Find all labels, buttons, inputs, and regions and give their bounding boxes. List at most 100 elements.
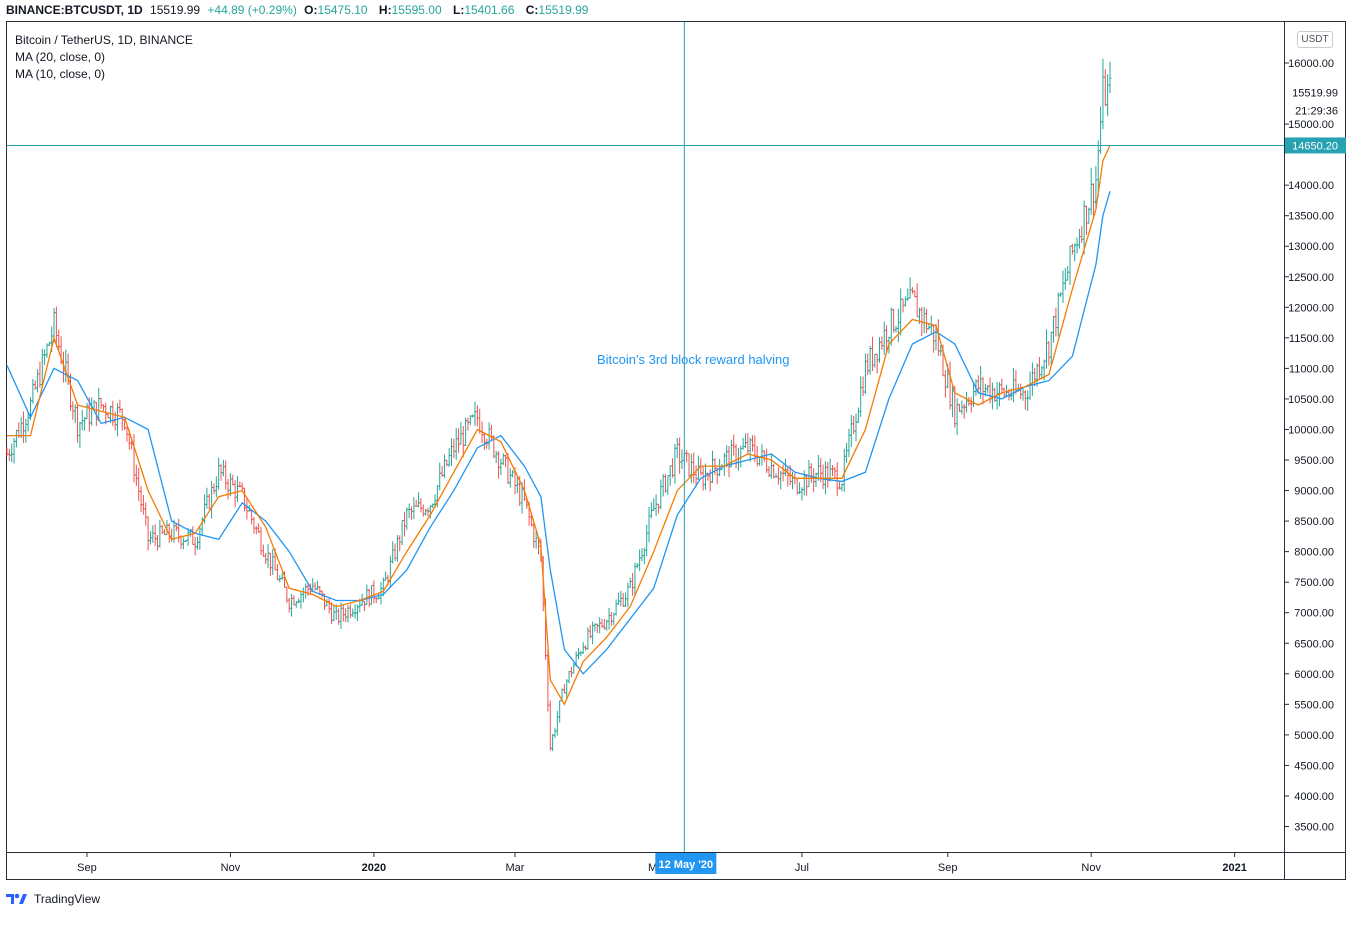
ohlc-bar: [626, 582, 630, 608]
ohlc-bar: [261, 544, 265, 557]
ohlc-bar: [631, 572, 635, 596]
ohlc-bar: [36, 369, 40, 393]
legend-ma10[interactable]: MA (10, close, 0): [15, 67, 106, 81]
ohlc-bar: [266, 543, 270, 569]
ohlc-bar: [661, 474, 665, 497]
last-price: 15519.99: [150, 3, 201, 17]
ohlc-bar: [830, 465, 834, 477]
ohlc-bar: [675, 438, 679, 459]
time-tick-label: 2020: [362, 862, 386, 874]
ohlc-bar: [1089, 167, 1093, 215]
ohlc-bar: [833, 467, 837, 480]
time-tick-label: Nov: [1081, 862, 1101, 874]
ohlc-bar: [666, 475, 670, 495]
ohlc-bar: [673, 444, 677, 484]
ohlc-bar: [76, 403, 80, 443]
price-tick-label: 8500.00: [1294, 516, 1334, 528]
ohlc-bar: [1023, 390, 1027, 410]
ohlc-bar: [221, 459, 225, 477]
ohlc-bar: [882, 321, 886, 355]
ohlc-bar: [224, 460, 228, 490]
ohlc-bar: [743, 433, 747, 449]
open-value: 15475.10: [317, 3, 368, 17]
ohlc-bar: [146, 516, 150, 551]
ohlc-bar: [398, 535, 402, 552]
ohlc-bar: [391, 541, 395, 564]
halving-annotation[interactable]: Bitcoin's 3rd block reward halving: [597, 352, 790, 367]
ohlc-bar: [304, 583, 308, 599]
ohlc-bar: [207, 494, 211, 510]
ohlc-bar: [866, 353, 870, 375]
ohlc-bar: [581, 642, 585, 654]
ohlc-bar: [748, 437, 752, 462]
ohlc-bar: [405, 507, 409, 530]
ohlc-bar: [727, 445, 731, 478]
bar-countdown-label: 21:29:36: [1295, 105, 1338, 117]
ohlc-bar: [711, 450, 715, 483]
ohlc-bar: [896, 308, 900, 343]
crosshair-date-tag: [655, 853, 717, 874]
price-axis[interactable]: 3500.00 4000.00 4500.00 5000.00 5500.00 6000.…: [1284, 58, 1334, 834]
price-tick-label: 11500.00: [1289, 333, 1334, 345]
ohlc-bar: [878, 337, 882, 363]
price-tick-label: 10500.00: [1288, 394, 1334, 406]
ohlc-bar: [1052, 315, 1056, 343]
brand-label[interactable]: TradingView: [34, 892, 101, 906]
ohlc-bar: [562, 684, 566, 694]
ohlc-bar: [137, 467, 141, 502]
ohlc-bar: [10, 443, 14, 463]
tradingview-logo-icon: [6, 893, 27, 904]
ohlc-bar: [1059, 292, 1063, 297]
ohlc-bar: [1077, 228, 1081, 249]
ohlc-bar: [751, 435, 755, 452]
crosshair-date-label: 12 May '20: [659, 859, 714, 871]
ohlc-bar: [758, 456, 762, 466]
ohlc-bar: [1070, 243, 1074, 255]
ohlc-bar: [33, 380, 37, 390]
ohlc-bar: [609, 611, 613, 626]
price-tick-label: 13000.00: [1288, 241, 1334, 253]
ohlc-bar: [212, 483, 216, 495]
ohlc-bar: [372, 580, 376, 604]
ohlc-bar: [339, 602, 343, 629]
ohlc-bar: [863, 353, 867, 394]
legend-ma20[interactable]: MA (20, close, 0): [15, 50, 106, 64]
ohlc-bar: [475, 405, 479, 427]
ohlc-bar: [769, 454, 773, 479]
ohlc-bar: [424, 508, 428, 516]
ohlc-bar: [348, 604, 352, 619]
price-bars: [5, 58, 1112, 751]
ohlc-bar: [689, 453, 693, 484]
price-tick-label: 12500.00: [1288, 272, 1334, 284]
ohlc-bar: [835, 462, 839, 497]
ohlc-bar: [134, 464, 138, 486]
ohlc-bar: [315, 580, 319, 591]
price-chart[interactable]: 3500.00 4000.00 4500.00 5000.00 5500.00 6000.…: [0, 20, 1353, 882]
ohlc-bar: [558, 700, 562, 723]
ohlc-bar: [640, 548, 644, 562]
price-tick-label: 6000.00: [1294, 669, 1334, 681]
ohlc-bar: [1066, 266, 1070, 281]
ohlc-bar: [337, 608, 341, 625]
ohlc-bar: [235, 476, 239, 503]
ohlc-bar: [101, 404, 105, 412]
ohlc-bar: [1019, 383, 1023, 400]
symbol-label[interactable]: BINANCE:BTCUSDT, 1D: [6, 3, 143, 17]
ohlc-bar: [181, 537, 185, 550]
crosshair-price-tag: [1285, 137, 1346, 154]
ohlc-bar: [287, 597, 291, 613]
ohlc-bar: [913, 290, 917, 298]
ohlc-bar: [195, 536, 199, 550]
ohlc-bar: [1080, 226, 1084, 243]
price-tick-label: 14000.00: [1288, 180, 1334, 192]
currency-button[interactable]: USDT: [1297, 31, 1333, 48]
ohlc-bar: [233, 480, 237, 508]
ohlc-bar: [341, 604, 345, 622]
ohlc-bar: [459, 421, 463, 445]
ohlc-bar: [104, 402, 108, 425]
ohlc-bar: [264, 552, 268, 564]
ohlc-bar: [231, 474, 235, 486]
ohlc-bar: [1056, 292, 1060, 337]
ohlc-bar: [812, 468, 816, 493]
price-tick-label: 16000.00: [1288, 58, 1334, 70]
